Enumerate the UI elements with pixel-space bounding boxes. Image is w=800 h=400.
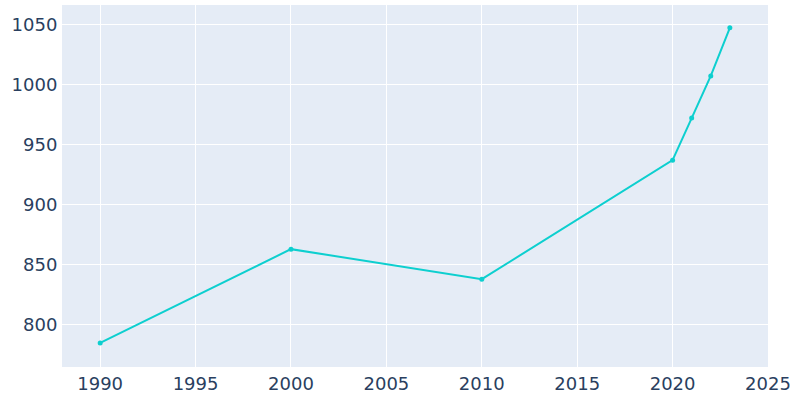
svg-text:2025: 2025 [745,373,791,394]
svg-text:1000: 1000 [12,74,58,95]
svg-text:850: 850 [23,254,57,275]
svg-text:2010: 2010 [459,373,505,394]
svg-text:2000: 2000 [268,373,314,394]
svg-text:1990: 1990 [77,373,123,394]
svg-text:2015: 2015 [554,373,600,394]
svg-text:800: 800 [23,314,57,335]
svg-text:1995: 1995 [173,373,219,394]
svg-text:2020: 2020 [650,373,696,394]
svg-text:1050: 1050 [12,14,58,35]
svg-text:900: 900 [23,194,57,215]
svg-text:950: 950 [23,134,57,155]
svg-text:2005: 2005 [363,373,409,394]
